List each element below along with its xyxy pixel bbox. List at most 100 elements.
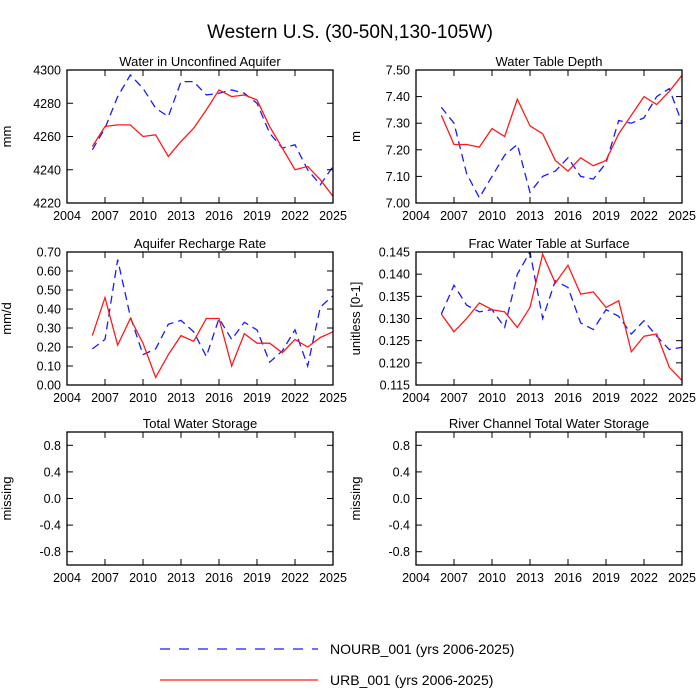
total-water-storage-ytick-label: 0.0 (44, 492, 61, 506)
unconfined-aquifer-xtick-label: 2013 (167, 209, 195, 223)
unconfined-aquifer-series-urb (91, 89, 333, 197)
frac-water-table-xtick-label: 2004 (402, 391, 430, 405)
total-water-storage-ytick-label: 0.4 (44, 465, 61, 479)
panel-frac-water-table: Frac Water Table at Surface unitless [0-1… (348, 236, 696, 405)
water-table-depth-xtick-label: 2025 (668, 209, 696, 223)
frac-water-table-xtick-label: 2025 (668, 391, 696, 405)
unconfined-aquifer-xtick-label: 2016 (205, 209, 233, 223)
total-water-storage-frame (66, 431, 334, 566)
river-channel-storage-ytick-label: 0.8 (393, 439, 410, 453)
aquifer-recharge-ytick-label: 0.00 (37, 379, 61, 393)
aquifer-recharge-xtick-label: 2013 (167, 391, 195, 405)
frac-water-table-xtick-label: 2007 (440, 391, 468, 405)
water-table-depth-ytick-label: 7.40 (386, 90, 410, 104)
legend-label-nourb: NOURB_001 (yrs 2006-2025) (330, 641, 514, 657)
figure-title: Western U.S. (30-50N,130-105W) (207, 22, 493, 43)
total-water-storage-xtick-label: 2016 (205, 571, 233, 585)
water-table-depth-ytick-label: 7.20 (386, 143, 410, 157)
frac-water-table-ytick-label: 0.130 (379, 312, 410, 326)
river-channel-storage-ytick-label: 0.0 (393, 492, 410, 506)
aquifer-recharge-ytick-label: 0.60 (37, 265, 61, 279)
aquifer-recharge-series-urb (91, 295, 333, 379)
aquifer-recharge-ytick-label: 0.10 (37, 360, 61, 374)
water-table-depth-ytick-label: 7.00 (386, 197, 410, 211)
total-water-storage-title: Total Water Storage (143, 416, 257, 431)
river-channel-storage-xtick-label: 2004 (402, 571, 430, 585)
panel-aquifer-recharge: Aquifer Recharge Rate mm/d 2004 2007 2010 201… (0, 236, 347, 405)
unconfined-aquifer-xtick-label: 2019 (243, 209, 271, 223)
unconfined-aquifer-ytick-label: 4220 (33, 197, 61, 211)
river-channel-storage-frame (415, 431, 683, 566)
water-table-depth-xtick-label: 2010 (478, 209, 506, 223)
water-table-depth-series-nourb (440, 87, 682, 200)
frac-water-table-series-nourb (440, 252, 682, 351)
unconfined-aquifer-xtick-label: 2022 (281, 209, 309, 223)
frac-water-table-xtick-label: 2016 (554, 391, 582, 405)
aquifer-recharge-xtick-label: 2022 (281, 391, 309, 405)
aquifer-recharge-series-nourb (91, 259, 333, 369)
unconfined-aquifer-ytick-label: 4300 (33, 64, 61, 78)
total-water-storage-xtick-label: 2022 (281, 571, 309, 585)
river-channel-storage-title: River Channel Total Water Storage (449, 416, 649, 431)
unconfined-aquifer-ytick-label: 4240 (33, 163, 61, 177)
water-table-depth-ytick-label: 7.10 (386, 170, 410, 184)
panel-unconfined-aquifer: Water in Unconfined Aquifer mm 2004 2007 201… (0, 54, 347, 223)
total-water-storage-xtick-label: 2019 (243, 571, 271, 585)
frac-water-table-ytick-label: 0.125 (379, 334, 410, 348)
aquifer-recharge-frame (66, 251, 334, 386)
water-table-depth-series-urb (440, 74, 682, 172)
aquifer-recharge-xtick-label: 2010 (129, 391, 157, 405)
river-channel-storage-xtick-label: 2007 (440, 571, 468, 585)
frac-water-table-xtick-label: 2010 (478, 391, 506, 405)
panel-total-water-storage: Total Water Storage missing 2004 2007 2010 20… (0, 416, 347, 585)
water-table-depth-title: Water Table Depth (496, 54, 603, 69)
total-water-storage-xtick-label: 2010 (129, 571, 157, 585)
unconfined-aquifer-xtick-label: 2007 (91, 209, 119, 223)
panels-group: Water in Unconfined Aquifer mm 2004 2007 201… (0, 54, 696, 585)
water-table-depth-xtick-label: 2004 (402, 209, 430, 223)
frac-water-table-ytick-label: 0.145 (379, 246, 410, 260)
frac-water-table-xtick-label: 2022 (630, 391, 658, 405)
legend: NOURB_001 (yrs 2006-2025) URB_001 (yrs 20… (160, 641, 514, 688)
unconfined-aquifer-series-nourb (91, 73, 333, 186)
aquifer-recharge-xtick-label: 2025 (319, 391, 347, 405)
total-water-storage-ytick-label: -0.4 (39, 519, 61, 533)
river-channel-storage-ytick-label: -0.8 (388, 545, 410, 559)
river-channel-storage-xtick-label: 2025 (668, 571, 696, 585)
river-channel-storage-ylabel: missing (348, 476, 363, 520)
total-water-storage-ylabel: missing (0, 476, 14, 520)
total-water-storage-ytick-label: -0.8 (39, 545, 61, 559)
frac-water-table-ytick-label: 0.115 (380, 379, 410, 393)
aquifer-recharge-ylabel: mm/d (0, 302, 14, 335)
water-table-depth-ytick-label: 7.50 (386, 64, 410, 78)
unconfined-aquifer-xtick-label: 2004 (53, 209, 81, 223)
water-table-depth-frame (415, 69, 683, 204)
aquifer-recharge-xtick-label: 2004 (53, 391, 81, 405)
water-table-depth-xtick-label: 2019 (592, 209, 620, 223)
unconfined-aquifer-frame (66, 69, 334, 204)
river-channel-storage-xtick-label: 2010 (478, 571, 506, 585)
frac-water-table-frame (415, 251, 683, 386)
total-water-storage-xtick-label: 2013 (167, 571, 195, 585)
unconfined-aquifer-xtick-label: 2025 (319, 209, 347, 223)
frac-water-table-ytick-label: 0.140 (379, 268, 410, 282)
river-channel-storage-xtick-label: 2022 (630, 571, 658, 585)
aquifer-recharge-ytick-label: 0.20 (37, 341, 61, 355)
legend-label-urb: URB_001 (yrs 2006-2025) (330, 672, 493, 688)
panel-river-channel-storage: River Channel Total Water Storage missing… (348, 416, 696, 585)
water-table-depth-ytick-label: 7.30 (386, 117, 410, 131)
aquifer-recharge-xtick-label: 2016 (205, 391, 233, 405)
total-water-storage-xtick-label: 2004 (53, 571, 81, 585)
frac-water-table-xtick-label: 2019 (592, 391, 620, 405)
frac-water-table-ylabel: unitless [0-1] (348, 282, 363, 356)
river-channel-storage-xtick-label: 2019 (592, 571, 620, 585)
frac-water-table-ytick-label: 0.135 (379, 290, 410, 304)
aquifer-recharge-xtick-label: 2007 (91, 391, 119, 405)
frac-water-table-title: Frac Water Table at Surface (468, 236, 629, 251)
water-table-depth-ylabel: m (348, 131, 363, 142)
unconfined-aquifer-title: Water in Unconfined Aquifer (119, 54, 281, 69)
aquifer-recharge-title: Aquifer Recharge Rate (134, 236, 266, 251)
total-water-storage-xtick-label: 2007 (91, 571, 119, 585)
river-channel-storage-ytick-label: -0.4 (388, 519, 410, 533)
water-table-depth-xtick-label: 2016 (554, 209, 582, 223)
